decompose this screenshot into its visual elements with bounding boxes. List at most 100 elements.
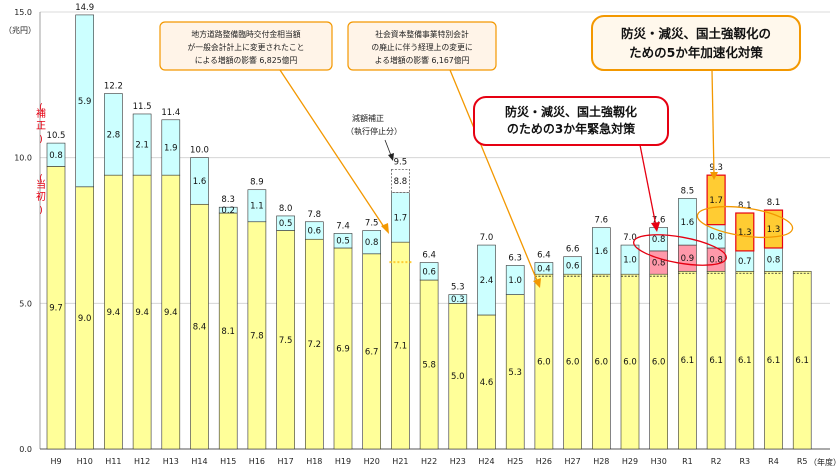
total-label: 10.0	[190, 146, 209, 156]
data-label-hosei: 0.8	[709, 232, 723, 242]
annotation-box-4	[591, 15, 801, 71]
side-label-hosei-paren-open: (	[39, 103, 43, 113]
bar-hosei	[591, 227, 611, 275]
data-label-hosei: 0.6	[308, 227, 322, 237]
x-suffix-label: （年度）	[809, 457, 839, 467]
side-label-tosho-paren-open: (	[39, 174, 43, 184]
total-label: 8.0	[279, 204, 293, 214]
annotation-box-2	[347, 21, 497, 71]
data-label-hosei: 1.1	[250, 202, 264, 212]
side-label-tosho-paren-close: )	[39, 206, 43, 216]
bar-hosei	[75, 14, 94, 188]
annotation-box-4-text: 防災・減災、国土強靱化の	[621, 26, 771, 41]
side-label-tosho: 初	[36, 190, 46, 203]
data-label-tosho: 9.0	[78, 314, 92, 324]
total-label: 6.6	[566, 245, 580, 255]
total-label: 9.3	[709, 163, 723, 173]
side-label-tosho: 当	[36, 178, 46, 191]
data-label-hosei: 0.3	[451, 295, 465, 305]
data-label-tosho: 9.7	[49, 304, 63, 314]
data-label-tosho: 6.0	[537, 358, 551, 368]
label-layer: H9 9.7 0.8 10.5 H10 9.0 5.9 14.9 H11 9.4 2.8 12.2 H1…	[47, 3, 809, 466]
total-label: 7.6	[652, 216, 666, 226]
data-label-hosei: 0.7	[738, 257, 752, 267]
annotation-box-2-text: の廃止に伴う経理上の変更に	[371, 42, 472, 52]
total-label: 7.8	[308, 210, 322, 220]
annotation-arrowhead-3	[651, 222, 660, 232]
total-label: 10.5	[47, 131, 66, 141]
bar-hosei	[304, 221, 324, 240]
data-label-tosho: 9.4	[107, 308, 121, 318]
y-tick-label: 10.0	[14, 154, 32, 163]
x-tick-label: R1	[682, 457, 693, 466]
bar-hosei	[218, 206, 238, 214]
data-label-hosei: 0.8	[767, 256, 781, 266]
data-label-tosho: 6.7	[365, 347, 379, 357]
x-tick-label: H12	[134, 457, 150, 466]
x-tick-label: H10	[77, 457, 93, 466]
annotation-layer: 補正 () 当初 () 減額補正 （執行停止分） 地方道路整備臨時交付金相当額が一般会計計上…	[36, 15, 801, 288]
annotation-arrow-3	[639, 144, 657, 227]
data-label-tosho: 7.8	[250, 331, 264, 341]
bar-hosei	[649, 227, 669, 252]
x-tick-label: H24	[478, 457, 494, 466]
annotation-box-1	[159, 21, 333, 71]
bar-hosei	[563, 256, 582, 275]
annotation-box-1-text: による増額の影響 6,825億円	[195, 55, 298, 65]
data-label-hosei: 2.4	[480, 276, 494, 286]
annotation-arrowhead-4	[710, 172, 718, 180]
data-label-reduction: 8.8	[394, 177, 408, 187]
total-label: 8.3	[221, 195, 235, 205]
data-label-hosei: 0.6	[566, 261, 580, 271]
reduction-label: （執行停止分）	[346, 126, 402, 136]
data-label-tosho: 6.1	[767, 356, 781, 366]
total-label: 7.0	[623, 233, 637, 243]
data-label-tosho: 9.4	[135, 308, 149, 318]
bar-hosei	[620, 244, 640, 275]
bar-tosho	[792, 270, 812, 450]
bar-hosei	[46, 142, 66, 167]
data-label-tosho: 6.0	[652, 358, 666, 368]
annotation-box-4-text: ための5か年加速化対策	[629, 45, 763, 60]
data-label-hosei: 0.4	[537, 264, 551, 274]
y-tick-label: 5.0	[19, 299, 32, 308]
data-label-hosei: 0.8	[49, 151, 63, 161]
bar-hosei	[190, 157, 209, 205]
x-tick-label: H21	[392, 457, 408, 466]
data-label-hosei: 0.8	[652, 235, 666, 245]
bar-layer	[46, 14, 812, 450]
total-label: 11.5	[133, 102, 152, 112]
annotation-box-3	[473, 96, 669, 146]
side-label-hosei: 補	[36, 107, 46, 120]
x-tick-label: H25	[507, 457, 523, 466]
highlight-ellipse-kinkyu	[633, 234, 727, 266]
data-label-tosho: 6.1	[681, 356, 695, 366]
bar-kasoku	[763, 209, 784, 249]
annotation-box-3-text: 防災・減災、国土強靱化	[505, 104, 637, 119]
bar-reduction	[391, 168, 410, 193]
total-label: 6.4	[422, 251, 436, 261]
data-label-kasoku: 1.7	[709, 196, 723, 206]
data-label-hosei: 0.5	[279, 219, 293, 229]
total-label: 14.9	[75, 3, 94, 13]
bar-hosei	[276, 215, 295, 231]
data-label-tosho: 6.0	[595, 358, 609, 368]
bar-hosei	[362, 230, 382, 255]
data-label-tosho: 6.0	[623, 358, 637, 368]
annotation-box-3-text: のための3か年緊急対策	[507, 121, 636, 136]
data-label-hosei: 0.8	[365, 238, 379, 248]
reduction-arrowhead	[388, 153, 394, 161]
total-label: 6.3	[508, 253, 522, 263]
side-label-hosei-paren-close: )	[39, 135, 43, 145]
data-label-tosho: 8.1	[221, 327, 235, 337]
annotation-arrowhead-1	[381, 223, 389, 234]
highlight-ellipse-kasoku	[696, 205, 794, 239]
total-label: 5.3	[451, 283, 465, 293]
total-label: 12.2	[104, 82, 123, 92]
data-label-hosei: 1.6	[595, 247, 609, 257]
data-label-hosei: 2.8	[107, 130, 121, 140]
data-label-kasoku: 1.3	[738, 228, 752, 238]
data-label-tosho: 6.9	[336, 344, 350, 354]
total-label: 6.4	[537, 251, 551, 261]
